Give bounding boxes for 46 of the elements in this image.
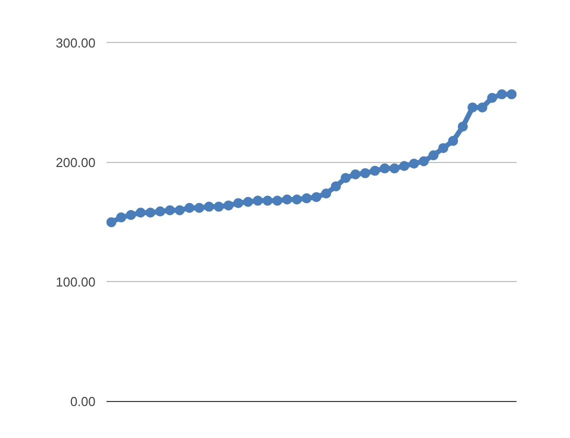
point <box>126 210 136 220</box>
point <box>262 196 273 206</box>
y-tick-label: 200.00 <box>56 154 96 170</box>
point <box>399 161 410 172</box>
point <box>468 102 478 112</box>
point <box>409 158 419 169</box>
point <box>428 150 439 160</box>
point <box>243 196 254 207</box>
point <box>389 163 400 174</box>
point <box>204 202 214 212</box>
point <box>174 205 185 216</box>
point <box>418 156 429 166</box>
point <box>350 169 360 180</box>
y-tick-label: 0.00 <box>70 394 96 409</box>
y-tick-label: 300.00 <box>56 35 96 50</box>
point <box>214 202 224 212</box>
point <box>252 196 263 206</box>
y-tick-label: 100.00 <box>56 274 96 290</box>
point <box>448 136 458 146</box>
point <box>106 217 116 228</box>
point <box>496 89 507 100</box>
point <box>321 188 332 198</box>
point <box>292 194 302 204</box>
point <box>224 200 234 210</box>
point <box>360 168 370 178</box>
point <box>136 208 146 218</box>
point <box>184 202 194 213</box>
point <box>164 205 175 216</box>
point <box>380 163 390 174</box>
point <box>145 208 156 218</box>
point <box>477 102 488 112</box>
point <box>370 166 380 176</box>
point <box>330 181 341 192</box>
point <box>487 92 498 103</box>
point <box>506 89 516 100</box>
point <box>194 202 204 213</box>
point <box>302 193 312 204</box>
point <box>116 212 126 222</box>
point <box>282 194 292 204</box>
point <box>233 198 244 208</box>
point <box>458 122 468 132</box>
point <box>438 143 448 154</box>
point <box>340 172 351 183</box>
point <box>272 196 282 206</box>
point <box>155 206 166 216</box>
point <box>311 192 322 202</box>
